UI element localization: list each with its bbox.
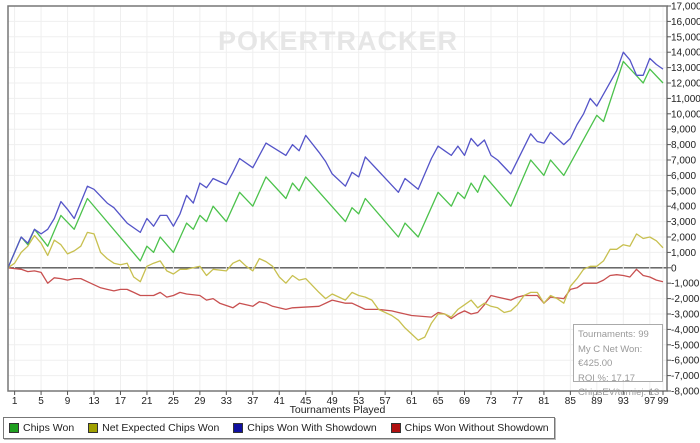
x-tick-label: 45 — [300, 396, 312, 407]
y-tick-label: -6,000 — [671, 356, 700, 367]
y-tick-label: 3,000 — [671, 217, 696, 228]
y-tick-label: 8,000 — [671, 140, 696, 151]
x-tick-label: 21 — [141, 396, 153, 407]
y-tick-label: 12,000 — [671, 79, 700, 90]
y-tick-label: 11,000 — [671, 94, 700, 105]
x-tick-label: 73 — [485, 396, 497, 407]
x-tick-label: 97 — [644, 396, 656, 407]
x-tick-label: 77 — [512, 396, 524, 407]
y-tick-label: 14,000 — [671, 48, 700, 59]
x-tick-label: 33 — [221, 396, 233, 407]
grid — [8, 5, 667, 392]
x-tick-label: 1 — [12, 396, 18, 407]
legend-swatch — [390, 423, 401, 433]
y-tick-label: 6,000 — [671, 171, 696, 182]
legend-item-net-expected[interactable]: Net Expected Chips Won — [88, 422, 219, 434]
x-tick-label: 53 — [353, 396, 365, 407]
x-tick-label: 93 — [618, 396, 630, 407]
y-tick-label: 16,000 — [671, 17, 700, 28]
info-roi: ROI %: 17.17 — [578, 372, 636, 384]
legend-label: Chips Won Without Showdown — [404, 422, 549, 434]
legend-item-chips-won[interactable]: Chips Won — [9, 422, 74, 434]
x-tick-label: 99 — [657, 396, 669, 407]
y-tick-label: 9,000 — [671, 125, 696, 136]
x-tick-label: 13 — [88, 396, 100, 407]
y-tick-label: 0 — [671, 263, 677, 274]
x-axis: 1 5 9 13 17 21 25 29 33 37 41 45 49 53 57 61 65 69 73 77 81 8… — [12, 391, 669, 407]
x-tick-label: 5 — [38, 396, 44, 407]
series-line-chips-won-without-showdown — [7, 267, 664, 320]
series-line-net-expected-chips-won — [7, 231, 664, 341]
y-tick-label: 2,000 — [671, 233, 696, 244]
legend-label: Net Expected Chips Won — [102, 422, 220, 434]
y-tick-label: 10,000 — [671, 109, 700, 120]
y-tick-label: 5,000 — [671, 186, 696, 197]
x-tick-label: 41 — [274, 396, 286, 407]
y-tick-label: 7,000 — [671, 156, 696, 167]
pokertracker-watermark: POKERTRACKER — [218, 26, 458, 56]
y-tick-label: -5,000 — [671, 340, 700, 351]
x-tick-label: 29 — [194, 396, 206, 407]
legend-swatch — [88, 423, 99, 433]
plot-frame — [7, 5, 668, 392]
info-net-won: My C Net Won: €425.00 — [578, 343, 643, 370]
y-tick-label: -3,000 — [671, 310, 700, 321]
x-tick-label: 25 — [168, 396, 180, 407]
x-tick-label: 85 — [565, 396, 577, 407]
y-tick-label: 15,000 — [671, 32, 700, 43]
x-tick-label: 57 — [380, 396, 392, 407]
x-tick-label: 65 — [432, 396, 444, 407]
x-tick-label: 61 — [406, 396, 418, 407]
legend-label: Chips Won With Showdown — [247, 422, 377, 434]
x-tick-label: 81 — [538, 396, 550, 407]
info-chips-ev: ChipsEV/turniej: 13 — [578, 387, 660, 398]
x-tick-label: 9 — [65, 396, 71, 407]
x-axis-title: Tournaments Played — [289, 404, 386, 416]
y-axis: 17,000 16,000 15,000 14,000 13,000 12,000 11,0… — [667, 2, 700, 398]
legend-item-without-showdown[interactable]: Chips Won Without Showdown — [390, 422, 549, 434]
y-tick-label: 4,000 — [671, 202, 696, 213]
y-tick-label: -8,000 — [671, 387, 700, 398]
series-line-chips-won-with-showdown — [7, 51, 664, 269]
x-tick-label: 37 — [247, 396, 259, 407]
series-line-chips-won — [7, 60, 664, 269]
x-tick-label: 49 — [327, 396, 339, 407]
y-tick-label: 17,000 — [671, 2, 700, 13]
y-tick-label: 13,000 — [671, 63, 700, 74]
y-tick-label: -4,000 — [671, 325, 700, 336]
y-tick-label: -2,000 — [671, 294, 700, 305]
x-tick-label: 69 — [459, 396, 471, 407]
legend-swatch — [233, 423, 244, 433]
y-tick-label: -7,000 — [671, 371, 700, 382]
legend-label: Chips Won — [23, 422, 75, 434]
stats-info-box: Tournaments: 99 My C Net Won: €425.00 RO… — [573, 324, 663, 398]
legend: Chips Won Net Expected Chips Won Chips W… — [3, 417, 555, 439]
y-tick-label: 1,000 — [671, 248, 696, 259]
legend-swatch — [9, 423, 19, 433]
x-tick-label: 89 — [591, 396, 603, 407]
series-lines — [7, 51, 664, 341]
legend-item-with-showdown[interactable]: Chips Won With Showdown — [233, 422, 377, 434]
x-tick-label: 17 — [115, 396, 127, 407]
info-tournaments: Tournaments: 99 — [578, 329, 649, 340]
y-tick-label: -1,000 — [671, 279, 700, 290]
